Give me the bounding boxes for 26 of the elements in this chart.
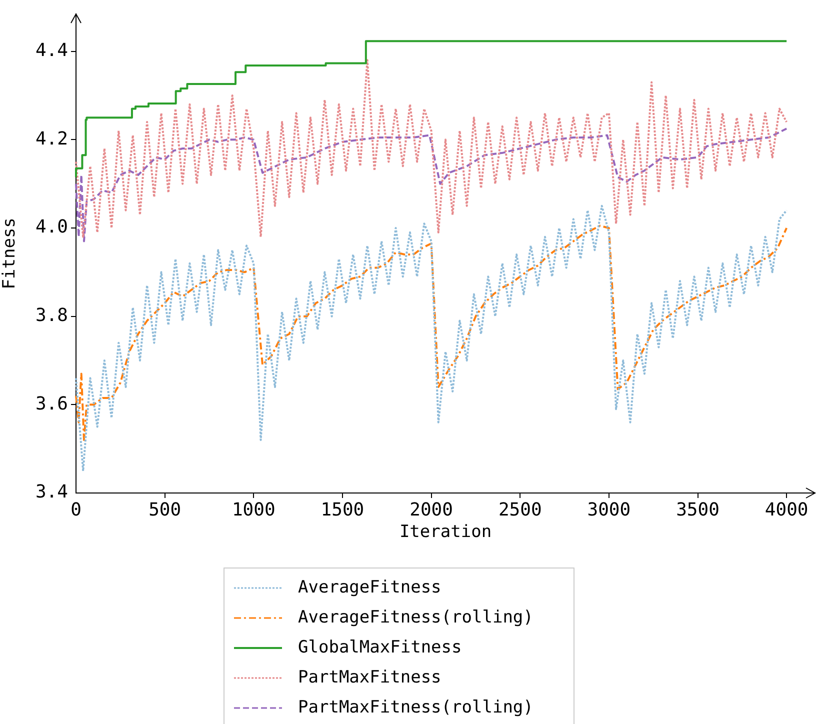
line-series xyxy=(75,224,788,441)
legend-label: AverageFitness(rolling) xyxy=(298,607,534,628)
line-series xyxy=(75,59,788,238)
x-axis-title: Iteration xyxy=(399,522,492,542)
x-tick-label: 2500 xyxy=(498,499,542,520)
x-tick-label: 500 xyxy=(148,499,182,520)
y-tick-label: 4.0 xyxy=(35,216,68,238)
x-tick-label: 3000 xyxy=(587,499,631,520)
legend-label: PartMaxFitness(rolling) xyxy=(298,697,534,718)
line-series xyxy=(75,128,788,242)
line-series xyxy=(75,204,788,472)
y-tick-label: 3.6 xyxy=(35,393,68,414)
x-tick-label: 4000 xyxy=(764,499,808,520)
y-axis-title: Fitness xyxy=(0,218,20,290)
legend-label: AverageFitness xyxy=(298,577,442,598)
legend-label: GlobalMaxFitness xyxy=(298,637,462,658)
x-tick-label: 1000 xyxy=(232,499,276,520)
y-tick-label: 4.4 xyxy=(35,40,68,62)
legend-label: PartMaxFitness xyxy=(298,667,442,688)
y-tick-label: 3.8 xyxy=(35,305,68,326)
y-tick-label: 4.2 xyxy=(35,128,68,150)
x-tick-label: 1500 xyxy=(320,499,364,520)
x-tick-label: 3500 xyxy=(676,499,720,520)
x-tick-label: 2000 xyxy=(410,499,453,520)
y-tick-label: 3.4 xyxy=(35,482,68,503)
x-tick-label: 0 xyxy=(70,499,82,520)
